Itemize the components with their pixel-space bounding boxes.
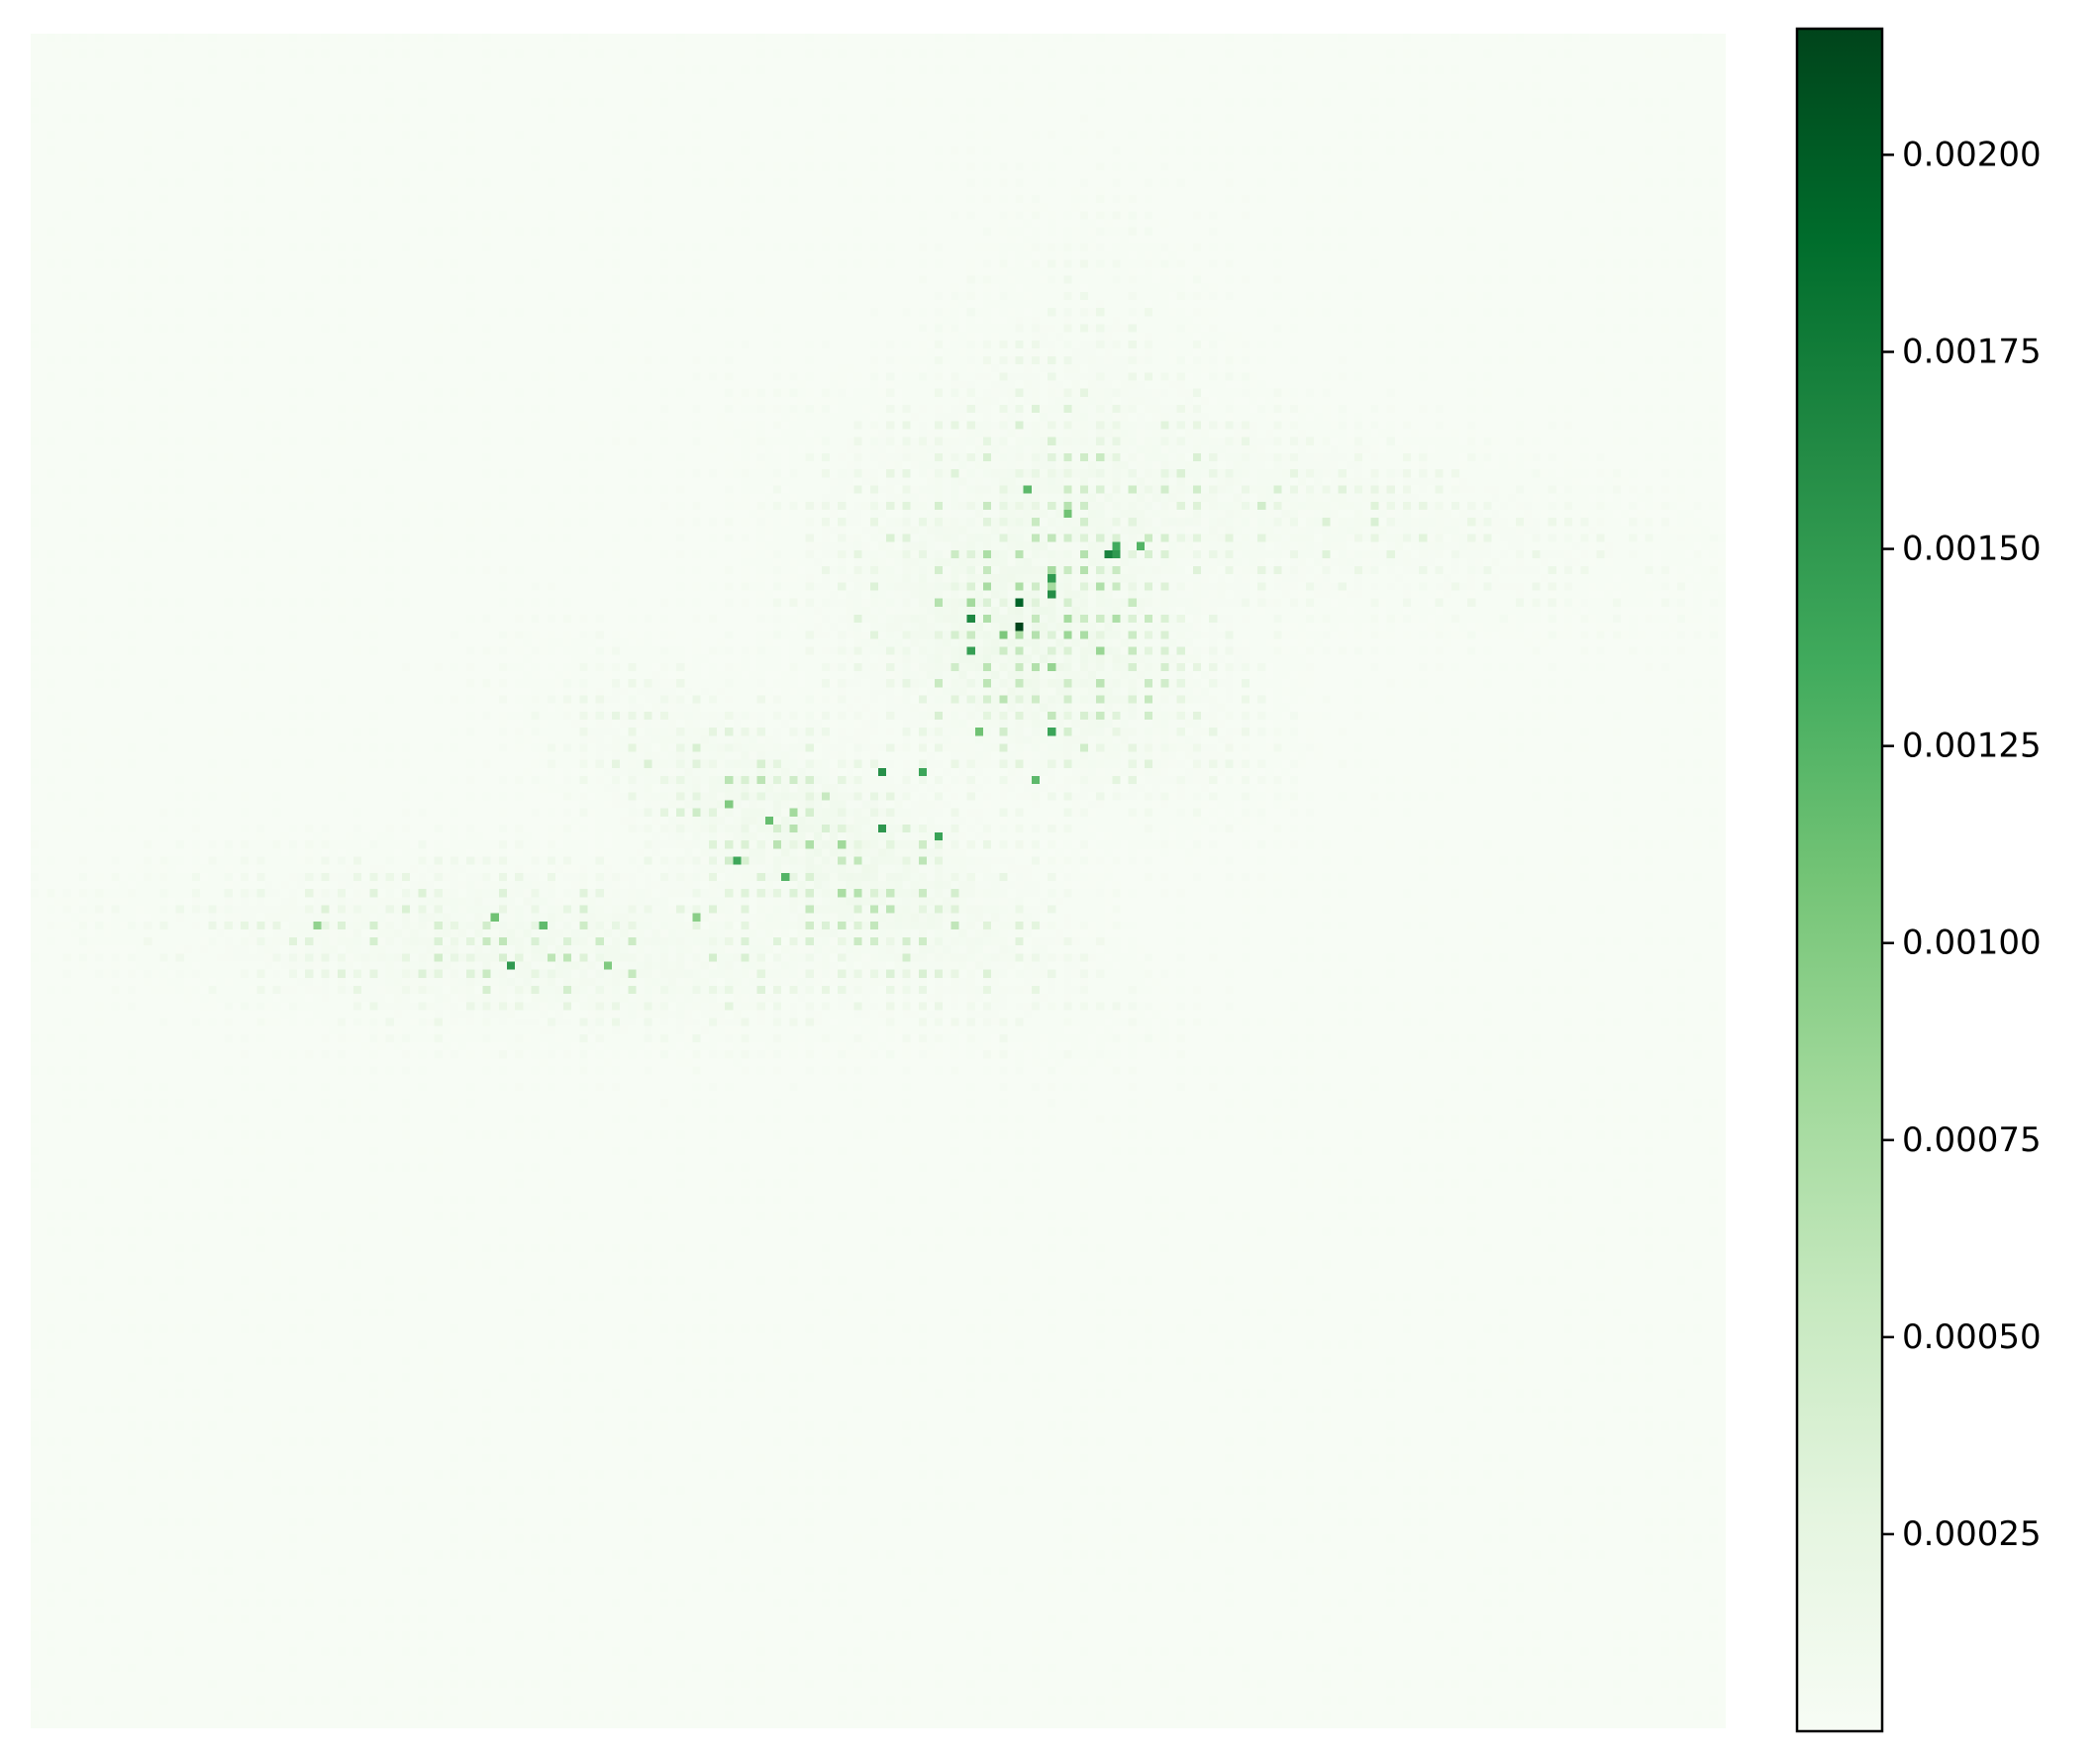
colorbar-tick-label: 0.00175 — [1902, 332, 2042, 371]
heatmap-panel — [31, 34, 1726, 1728]
colorbar-tick-label: 0.00200 — [1902, 135, 2042, 174]
colorbar-tick-label: 0.00125 — [1902, 727, 2042, 766]
colorbar-frame — [1795, 27, 1884, 1733]
colorbar-tick-label: 0.00075 — [1902, 1120, 2042, 1160]
colorbar: 0.00025 0.00050 0.00075 0.00100 0.00125 0.001… — [1795, 27, 2042, 1733]
colorbar-gradient — [1797, 29, 1882, 1731]
colorbar-tick-label: 0.00050 — [1902, 1317, 2042, 1357]
colorbar-ticks: 0.00025 0.00050 0.00075 0.00100 0.00125 0.001… — [1882, 135, 2042, 1554]
colorbar-tick-label: 0.00025 — [1902, 1514, 2042, 1554]
colorbar-tick-label: 0.00100 — [1902, 924, 2042, 963]
colorbar-tick-label: 0.00150 — [1902, 530, 2042, 569]
heatmap-cells — [31, 34, 1726, 1728]
